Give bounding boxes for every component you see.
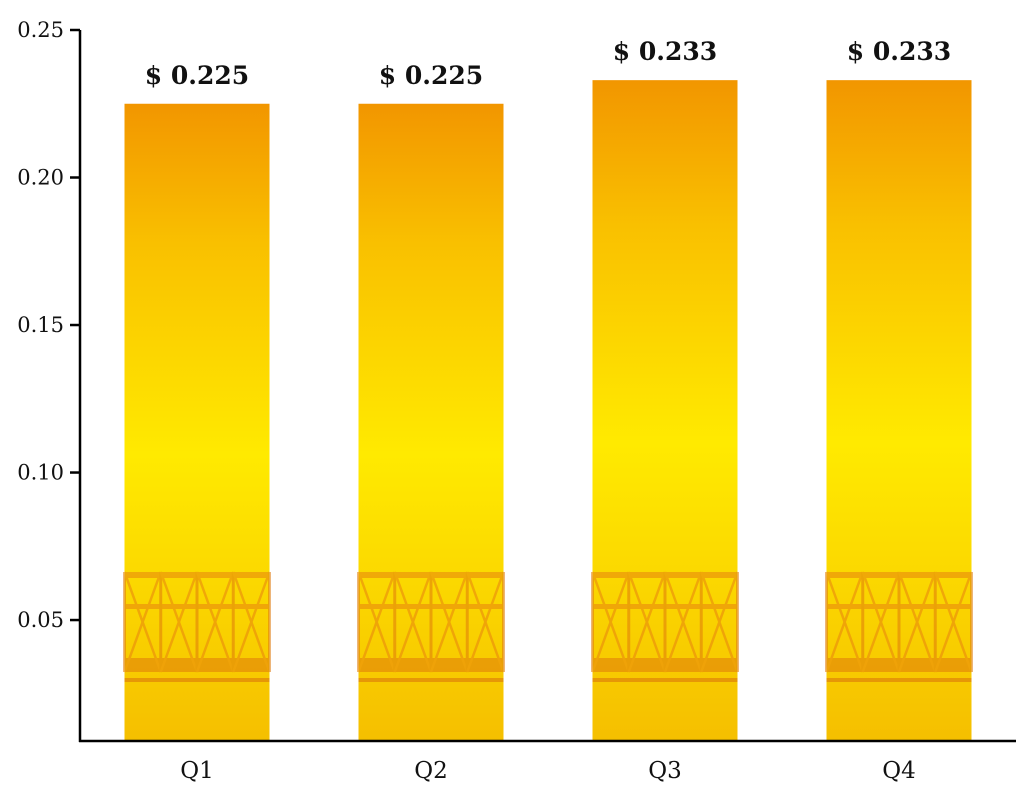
truss-diagonal bbox=[466, 571, 505, 673]
truss-deck bbox=[826, 678, 972, 682]
y-tick-label: 0.15 bbox=[17, 313, 64, 337]
y-tick-label: 0.20 bbox=[17, 166, 64, 190]
truss-diagonal bbox=[123, 571, 162, 673]
truss-diagonal bbox=[232, 571, 271, 673]
truss-diagonal bbox=[195, 571, 235, 673]
bridge-truss-q1 bbox=[123, 571, 271, 682]
x-tick-label-q3: Q3 bbox=[648, 758, 682, 784]
value-labels-group: $ 0.225 $ 0.225 $ 0.233 $ 0.233 bbox=[145, 37, 951, 90]
value-label-q4: $ 0.233 bbox=[847, 37, 951, 66]
bridge-truss-q3 bbox=[591, 571, 739, 682]
y-tick-label: 0.05 bbox=[17, 608, 64, 632]
y-tick-label: 0.25 bbox=[17, 18, 64, 42]
truss-deck bbox=[124, 678, 270, 682]
x-tick-label-q2: Q2 bbox=[414, 758, 448, 784]
value-label-q2: $ 0.225 bbox=[379, 61, 483, 90]
y-tick-label: 0.10 bbox=[17, 461, 64, 485]
y-ticks-group: 0.25 0.20 0.15 0.10 0.05 bbox=[17, 18, 80, 632]
truss-deck bbox=[592, 678, 738, 682]
bridge-truss-q4 bbox=[825, 571, 973, 682]
truss-diagonal bbox=[663, 571, 703, 673]
truss-diagonal bbox=[159, 571, 199, 673]
axes-group bbox=[78, 30, 1016, 743]
value-label-q3: $ 0.233 bbox=[613, 37, 717, 66]
bridge-truss-q2 bbox=[357, 571, 505, 682]
truss-diagonal bbox=[627, 571, 667, 673]
x-tick-label-q4: Q4 bbox=[882, 758, 916, 784]
x-categories-group: Q1 Q2 Q3 Q4 bbox=[180, 758, 916, 784]
truss-diagonal bbox=[393, 571, 433, 673]
truss-diagonal bbox=[825, 571, 864, 673]
bridge-truss-overlay bbox=[123, 571, 973, 682]
truss-deck bbox=[358, 678, 504, 682]
truss-diagonal bbox=[700, 571, 739, 673]
truss-diagonal bbox=[897, 571, 937, 673]
value-label-q1: $ 0.225 bbox=[145, 61, 249, 90]
truss-diagonal bbox=[861, 571, 901, 673]
truss-diagonal bbox=[934, 571, 973, 673]
truss-diagonal bbox=[357, 571, 396, 673]
bars-group bbox=[124, 80, 972, 742]
truss-diagonal bbox=[591, 571, 630, 673]
truss-diagonal bbox=[429, 571, 469, 673]
x-tick-label-q1: Q1 bbox=[180, 758, 214, 784]
